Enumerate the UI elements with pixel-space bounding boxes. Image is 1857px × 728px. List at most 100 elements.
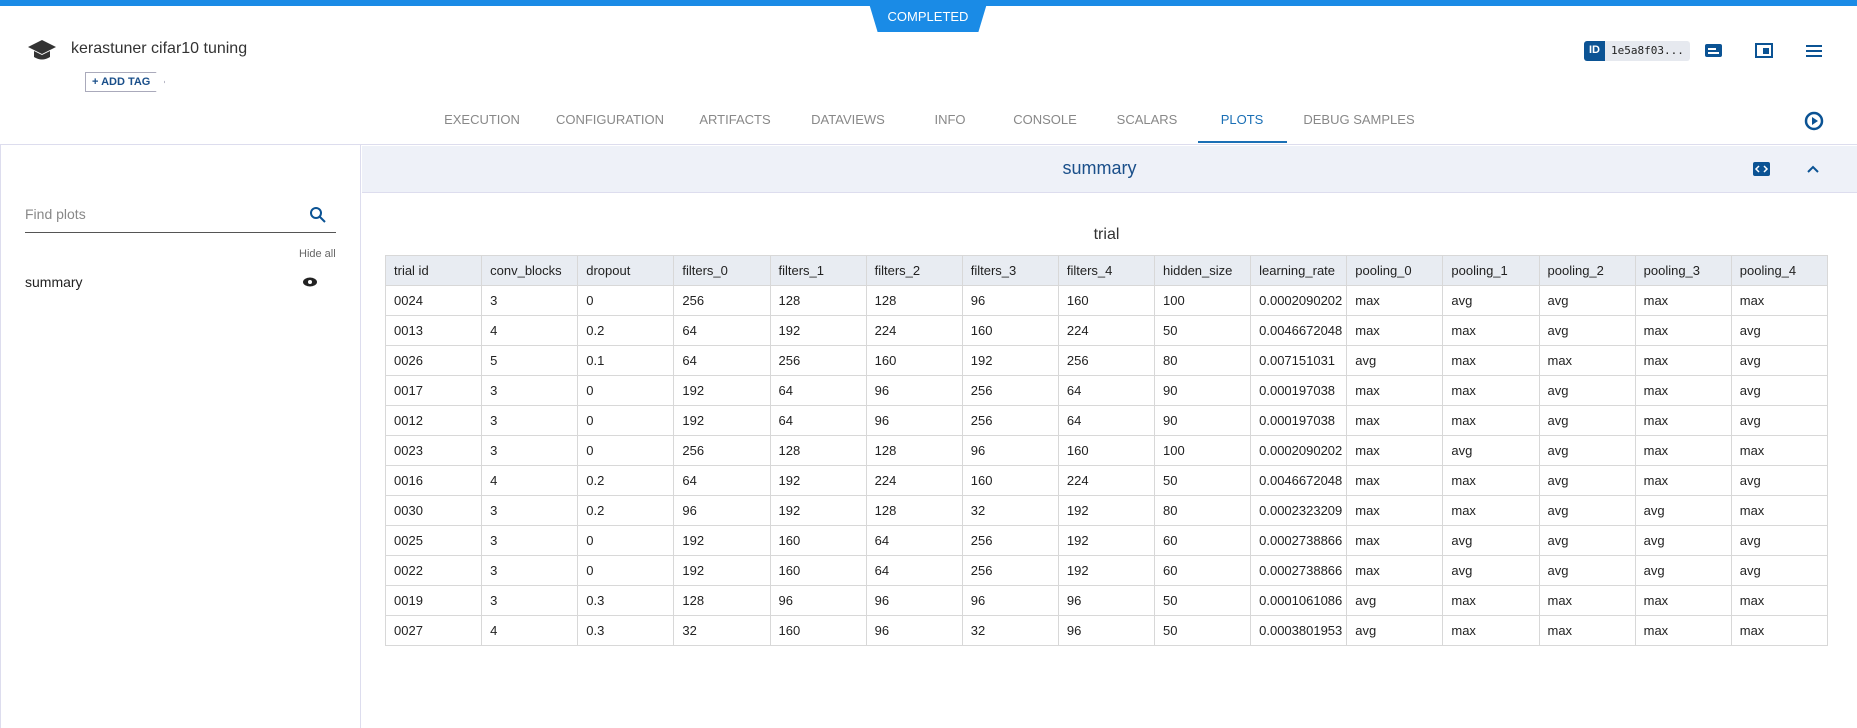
table-cell: avg bbox=[1730, 465, 1829, 496]
table-cell: max bbox=[1442, 585, 1540, 616]
tab[interactable]: CONSOLE bbox=[1013, 112, 1077, 127]
table-cell: 96 bbox=[961, 435, 1059, 466]
table-cell: 96 bbox=[865, 405, 963, 436]
table-row: 0016 4 0.2 64 192 224 160 224 50 0.0046672048 max m… bbox=[384, 465, 1829, 496]
table-cell: 0.0003801953 bbox=[1250, 615, 1348, 646]
table-cell: max bbox=[1346, 315, 1444, 346]
tab[interactable]: EXECUTION bbox=[444, 112, 520, 127]
search-input[interactable]: Find plots bbox=[25, 206, 336, 233]
table-cell: avg bbox=[1538, 495, 1636, 526]
table-cell: max bbox=[1442, 345, 1540, 376]
table-cell: 160 bbox=[865, 345, 963, 376]
table-cell: 160 bbox=[961, 315, 1059, 346]
menu-icon[interactable] bbox=[1804, 42, 1824, 60]
table-cell: 4 bbox=[481, 315, 579, 346]
visibility-icon[interactable] bbox=[302, 276, 318, 288]
table-cell: 5 bbox=[481, 345, 579, 376]
sidebar bbox=[0, 145, 361, 728]
search-icon[interactable] bbox=[309, 206, 327, 224]
table-cell: 160 bbox=[1057, 435, 1156, 466]
table-cell: 0.1 bbox=[577, 345, 675, 376]
column-header: dropout bbox=[577, 255, 675, 286]
refresh-icon[interactable] bbox=[1803, 110, 1825, 132]
table-cell: 160 bbox=[1057, 285, 1156, 316]
column-header: conv_blocks bbox=[481, 255, 579, 286]
table-cell: 0024 bbox=[384, 285, 483, 316]
table-cell: max bbox=[1634, 375, 1732, 406]
table-cell: 80 bbox=[1153, 495, 1252, 526]
hide-all-link[interactable]: Hide all bbox=[299, 248, 336, 260]
table-cell: avg bbox=[1730, 345, 1829, 376]
table-cell: 224 bbox=[1057, 465, 1156, 496]
table-cell: avg bbox=[1538, 375, 1636, 406]
table-cell: max bbox=[1730, 495, 1829, 526]
table-cell: 0023 bbox=[384, 435, 483, 466]
divider bbox=[0, 144, 1857, 145]
collapse-icon[interactable] bbox=[1803, 160, 1823, 178]
column-header: filters_2 bbox=[865, 255, 963, 286]
table-cell: avg bbox=[1538, 465, 1636, 496]
table-cell: avg bbox=[1634, 555, 1732, 586]
table-cell: avg bbox=[1634, 495, 1732, 526]
table-cell: 128 bbox=[769, 285, 867, 316]
table-cell: 64 bbox=[865, 555, 963, 586]
column-header: hidden_size bbox=[1153, 255, 1252, 286]
table-cell: 64 bbox=[865, 525, 963, 556]
table-cell: 256 bbox=[769, 345, 867, 376]
table-cell: 0.0046672048 bbox=[1250, 465, 1348, 496]
table-cell: 3 bbox=[481, 285, 579, 316]
table-cell: 192 bbox=[961, 345, 1059, 376]
table-cell: 50 bbox=[1153, 465, 1252, 496]
info-icon[interactable] bbox=[1704, 42, 1724, 60]
table-row: 0027 4 0.3 32 160 96 32 96 50 0.0003801953 avg max m… bbox=[384, 615, 1829, 646]
column-header: pooling_4 bbox=[1730, 255, 1829, 286]
table-cell: max bbox=[1634, 435, 1732, 466]
table-cell: 3 bbox=[481, 375, 579, 406]
tab[interactable]: PLOTS bbox=[1220, 112, 1264, 127]
table-cell: 0 bbox=[577, 375, 675, 406]
table-cell: 0.2 bbox=[577, 315, 675, 346]
tab[interactable]: CONFIGURATION bbox=[555, 112, 665, 127]
table-cell: 0.2 bbox=[577, 465, 675, 496]
table-cell: avg bbox=[1730, 375, 1829, 406]
table-cell: 160 bbox=[769, 615, 867, 646]
table-cell: 60 bbox=[1153, 525, 1252, 556]
id-label: ID bbox=[1584, 41, 1605, 61]
table-cell: 32 bbox=[961, 495, 1059, 526]
table-cell: 64 bbox=[1057, 405, 1156, 436]
table-cell: avg bbox=[1538, 555, 1636, 586]
column-header: learning_rate bbox=[1250, 255, 1348, 286]
table-cell: max bbox=[1346, 405, 1444, 436]
table-cell: max bbox=[1634, 585, 1732, 616]
table-cell: 192 bbox=[1057, 555, 1156, 586]
table-cell: max bbox=[1442, 315, 1540, 346]
id-box[interactable]: ID 1e5a8f03... bbox=[1584, 41, 1690, 61]
embed-icon[interactable] bbox=[1752, 160, 1772, 178]
table-cell: 224 bbox=[1057, 315, 1156, 346]
tab[interactable]: SCALARS bbox=[1116, 112, 1178, 127]
tab[interactable]: INFO bbox=[934, 112, 966, 127]
table-cell: 32 bbox=[961, 615, 1059, 646]
table-cell: 192 bbox=[673, 405, 771, 436]
table-cell: 192 bbox=[769, 465, 867, 496]
table-cell: 128 bbox=[865, 495, 963, 526]
add-tag-button[interactable]: + ADD TAG bbox=[85, 72, 166, 92]
panel-title: summary bbox=[1062, 158, 1137, 178]
plot-item[interactable]: summary bbox=[25, 274, 83, 290]
table-cell: max bbox=[1634, 465, 1732, 496]
table-cell: avg bbox=[1730, 555, 1829, 586]
table-cell: 4 bbox=[481, 615, 579, 646]
table-cell: 100 bbox=[1153, 435, 1252, 466]
tab[interactable]: DEBUG SAMPLES bbox=[1303, 112, 1415, 127]
column-header: pooling_2 bbox=[1538, 255, 1636, 286]
table-cell: max bbox=[1442, 375, 1540, 406]
table-cell: max bbox=[1442, 405, 1540, 436]
table-cell: 64 bbox=[769, 375, 867, 406]
tab[interactable]: ARTIFACTS bbox=[699, 112, 771, 127]
tab[interactable]: DATAVIEWS bbox=[811, 112, 885, 127]
table-cell: 256 bbox=[673, 435, 771, 466]
table-cell: 128 bbox=[673, 585, 771, 616]
table-cell: 0.000197038 bbox=[1250, 405, 1348, 436]
layout-icon[interactable] bbox=[1754, 42, 1774, 60]
column-header: pooling_0 bbox=[1346, 255, 1444, 286]
